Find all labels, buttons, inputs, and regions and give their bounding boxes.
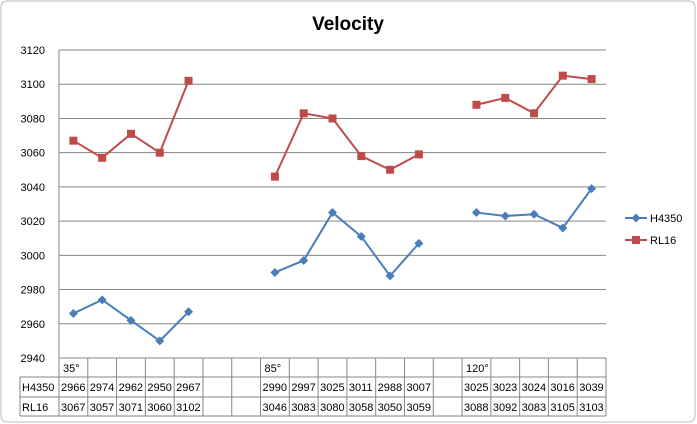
y-tick-label: 2960 xyxy=(21,319,45,331)
RL16-point xyxy=(530,109,539,118)
table-cell: 3057 xyxy=(90,402,114,414)
legend-label: H4350 xyxy=(650,213,682,225)
H4350-point xyxy=(328,208,337,218)
table-cell: 3025 xyxy=(320,382,344,394)
table-cell: 3080 xyxy=(320,402,344,414)
H4350-point xyxy=(587,184,597,194)
RL16-point xyxy=(270,172,279,181)
H4350-point xyxy=(155,336,165,346)
y-tick-label: 3000 xyxy=(21,250,45,262)
y-tick-label: 2940 xyxy=(21,353,45,365)
table-cell: 3083 xyxy=(291,402,315,414)
table-cell: 3016 xyxy=(550,382,574,394)
y-tick-label: 3120 xyxy=(21,45,45,57)
RL16-point xyxy=(558,71,567,80)
H4350-point xyxy=(299,255,309,265)
table-cell: 3046 xyxy=(263,402,287,414)
table-cell: 3103 xyxy=(579,402,603,414)
RL16-point xyxy=(587,75,596,84)
table-cell: 2988 xyxy=(378,382,402,394)
table-cell: 3092 xyxy=(493,402,517,414)
H4350-point xyxy=(356,232,366,242)
table-cell: 2990 xyxy=(263,382,287,394)
table-cell: 3025 xyxy=(464,382,488,394)
table-cell: 2967 xyxy=(176,382,200,394)
legend-marker xyxy=(631,213,641,223)
category-label: 120° xyxy=(466,363,489,375)
y-tick-label: 3100 xyxy=(21,79,45,91)
RL16-point xyxy=(414,150,423,159)
table-cell: 3067 xyxy=(61,402,85,414)
table-cell: 3088 xyxy=(464,402,488,414)
table-cell: 2950 xyxy=(147,382,171,394)
table-cell: 2962 xyxy=(119,382,143,394)
series-row-label: RL16 xyxy=(22,402,48,414)
legend-label: RL16 xyxy=(650,235,676,247)
H4350-point xyxy=(500,211,510,221)
y-tick-label: 3040 xyxy=(21,182,45,194)
RL16-point xyxy=(472,100,481,109)
RL16-point xyxy=(126,129,135,138)
RL16-line xyxy=(274,112,420,178)
RL16-point xyxy=(155,148,164,157)
chart-title: Velocity xyxy=(312,14,384,35)
H4350-point xyxy=(385,271,395,281)
H4350-point xyxy=(558,223,568,233)
table-cell: 3102 xyxy=(176,402,200,414)
RL16-point xyxy=(501,93,510,102)
table-cell: 3059 xyxy=(406,402,430,414)
table-cell: 3105 xyxy=(550,402,574,414)
H4350-point xyxy=(471,208,481,218)
table-cell: 2966 xyxy=(61,382,85,394)
y-tick-label: 2980 xyxy=(21,285,45,297)
RL16-point xyxy=(98,153,107,162)
RL16-point xyxy=(328,114,337,123)
H4350-point xyxy=(68,309,78,319)
table-cell: 3007 xyxy=(406,382,430,394)
table-cell: 3024 xyxy=(522,382,546,394)
y-tick-label: 3080 xyxy=(21,113,45,125)
H4350-point xyxy=(97,295,107,305)
RL16-point xyxy=(299,109,308,118)
category-label: 85° xyxy=(265,363,282,375)
table-cell: 3071 xyxy=(119,402,143,414)
H4350-point xyxy=(529,209,539,219)
series-row-label: H4350 xyxy=(22,382,54,394)
table-cell: 3083 xyxy=(522,402,546,414)
RL16-point xyxy=(357,152,366,161)
table-cell: 3023 xyxy=(493,382,517,394)
category-label: 35° xyxy=(63,363,80,375)
H4350-point xyxy=(126,315,136,325)
table-cell: 3039 xyxy=(579,382,603,394)
RL16-point xyxy=(69,136,78,145)
H4350-point xyxy=(184,307,194,317)
y-tick-label: 3020 xyxy=(21,216,45,228)
H4350-line xyxy=(274,211,420,278)
table-cell: 2974 xyxy=(90,382,114,394)
H4350-point xyxy=(414,238,424,248)
RL16-point xyxy=(386,165,395,174)
RL16-point xyxy=(184,76,193,85)
table-cell: 3058 xyxy=(349,402,373,414)
y-tick-label: 3060 xyxy=(21,148,45,160)
table-cell: 2997 xyxy=(291,382,315,394)
table-cell: 3011 xyxy=(349,382,373,394)
table-cell: 3050 xyxy=(378,402,402,414)
table-cell: 3060 xyxy=(147,402,171,414)
legend-marker xyxy=(632,236,640,244)
H4350-point xyxy=(270,267,280,277)
